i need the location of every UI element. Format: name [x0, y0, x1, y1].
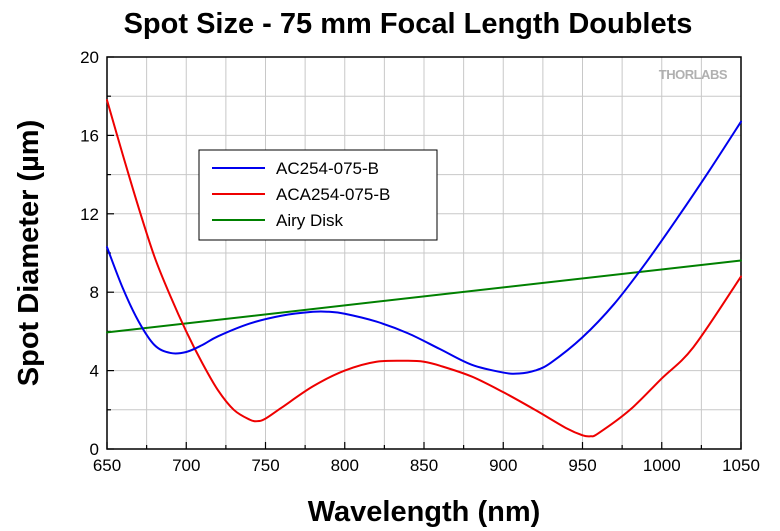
legend: AC254-075-B ACA254-075-B Airy Disk	[198, 149, 438, 241]
y-tick-label: 4	[90, 362, 99, 381]
series-line-1	[106, 120, 742, 375]
y-tick-label: 16	[80, 126, 99, 145]
y-tick-label: 0	[90, 440, 99, 459]
x-tick-label: 750	[251, 456, 279, 475]
x-tick-label: 800	[331, 456, 359, 475]
y-tick-label: 8	[90, 283, 99, 302]
x-tick-label: 1050	[722, 456, 760, 475]
series-line-3	[106, 259, 742, 334]
chart-title: Spot Size - 75 mm Focal Length Doublets	[124, 8, 693, 40]
y-tick-label: 12	[80, 205, 99, 224]
legend-label: AC254-075-B	[276, 159, 379, 178]
legend-label: ACA254-075-B	[276, 185, 390, 204]
x-tick-label: 950	[568, 456, 596, 475]
x-tick-label: 700	[172, 456, 200, 475]
series-layer	[106, 99, 742, 438]
x-tick-label: 850	[410, 456, 438, 475]
x-tick-label: 900	[489, 456, 517, 475]
axis-ticks	[106, 56, 742, 450]
x-tick-labels: 650 700 750 800 850 900 950 1000 1050	[93, 456, 760, 475]
x-tick-label: 1000	[643, 456, 681, 475]
y-tick-label: 20	[80, 48, 99, 67]
x-tick-label: 650	[93, 456, 121, 475]
grid	[107, 57, 741, 449]
y-axis-title: Spot Diameter (µm)	[13, 120, 45, 386]
y-tick-labels: 0 4 8 12 16 20	[80, 48, 99, 459]
x-axis-title: Wavelength (nm)	[308, 496, 541, 528]
legend-label: Airy Disk	[276, 211, 344, 230]
thorlabs-watermark: THORLABS	[659, 67, 728, 82]
series-line-2	[106, 99, 742, 438]
